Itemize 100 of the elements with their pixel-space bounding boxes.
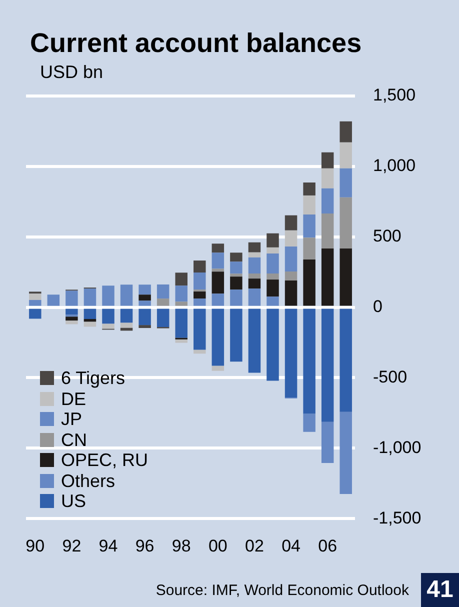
bar (266, 280, 279, 297)
bar (284, 308, 298, 398)
bar (321, 422, 334, 463)
bar (120, 322, 133, 328)
x-tick-label: 98 (172, 536, 191, 556)
bar (175, 272, 188, 286)
text: 41 (421, 573, 459, 607)
bar (175, 339, 188, 343)
bar (212, 244, 224, 253)
bar (230, 252, 242, 262)
x-tick-label: 00 (208, 536, 228, 556)
bar (29, 308, 42, 319)
bar (138, 284, 151, 295)
bar (248, 273, 261, 279)
bar (321, 152, 334, 168)
bar (120, 328, 133, 331)
bar (284, 246, 298, 272)
bar (303, 238, 316, 260)
bar (194, 272, 206, 290)
y-tick-label: 0 (373, 296, 382, 316)
x-tick-label: 96 (135, 536, 154, 556)
bar (102, 324, 114, 329)
y-tick-label: -500 (373, 367, 408, 386)
bar (303, 414, 316, 432)
bar (212, 366, 224, 371)
bar (248, 252, 261, 258)
bar (156, 284, 170, 299)
bar (212, 268, 224, 272)
bar (194, 260, 206, 273)
y-tick-label: 1,000 (373, 156, 416, 176)
bar (248, 257, 261, 274)
chart-title: Current account balances (30, 28, 362, 59)
bar (212, 252, 224, 269)
bar (175, 286, 188, 302)
bar (84, 308, 96, 319)
bar (156, 308, 170, 328)
bar (266, 247, 279, 254)
bar (230, 262, 242, 274)
bar (284, 230, 298, 246)
legend-label: DE (61, 388, 86, 409)
x-tick-label: 90 (26, 536, 45, 556)
bar (284, 215, 298, 230)
bar (248, 278, 261, 289)
x-tick-label: 04 (282, 536, 300, 556)
bar (248, 242, 261, 252)
bar (230, 308, 242, 362)
bar (138, 294, 151, 301)
y-tick-label: -1,000 (373, 438, 422, 457)
bar (266, 253, 279, 274)
bar (303, 308, 316, 414)
bar (266, 308, 279, 381)
bar (266, 273, 279, 280)
bar (266, 233, 279, 248)
bar (248, 308, 261, 373)
bar (138, 308, 151, 326)
y-tick-label: -1,500 (373, 508, 422, 528)
bar (340, 142, 352, 168)
x-tick-label: 92 (62, 536, 82, 556)
legend-label: CN (61, 430, 87, 450)
bar (66, 308, 78, 315)
bar (102, 308, 114, 324)
bar (340, 412, 352, 494)
legend-label: Others (61, 470, 116, 491)
bar (230, 276, 242, 290)
bar (212, 308, 224, 366)
bar (194, 350, 206, 354)
bar (138, 325, 151, 328)
bar (303, 214, 316, 238)
bar (194, 308, 206, 350)
bar (120, 308, 133, 323)
bar (321, 188, 334, 214)
y-axis-title: USD bn (40, 62, 104, 83)
bar (29, 294, 42, 300)
bar (194, 292, 206, 299)
bar (340, 121, 352, 142)
legend-label: 6 Tigers (61, 368, 126, 388)
bar (66, 320, 78, 324)
bar (321, 213, 334, 249)
y-tick-label: 1,500 (373, 86, 416, 105)
bar (340, 168, 352, 198)
legend-label: JP (61, 409, 82, 430)
bar (212, 272, 224, 294)
bar (340, 308, 352, 412)
legend-label: OPEC, RU (61, 450, 148, 470)
legend-label: US (61, 491, 86, 512)
bar (284, 272, 298, 281)
bar (230, 274, 242, 277)
y-tick-label: 500 (373, 226, 402, 246)
bar (303, 182, 316, 196)
bar (175, 308, 188, 338)
bar (84, 318, 96, 322)
x-tick-label: 94 (98, 536, 118, 556)
x-tick-label: 02 (245, 536, 264, 556)
bar (303, 195, 316, 214)
bar (321, 308, 334, 422)
bar (66, 316, 78, 321)
x-tick-label: 06 (318, 536, 338, 556)
bar (340, 197, 352, 249)
bar (84, 322, 96, 327)
source-note: Source: IMF, World Economic Outlook (156, 582, 409, 599)
